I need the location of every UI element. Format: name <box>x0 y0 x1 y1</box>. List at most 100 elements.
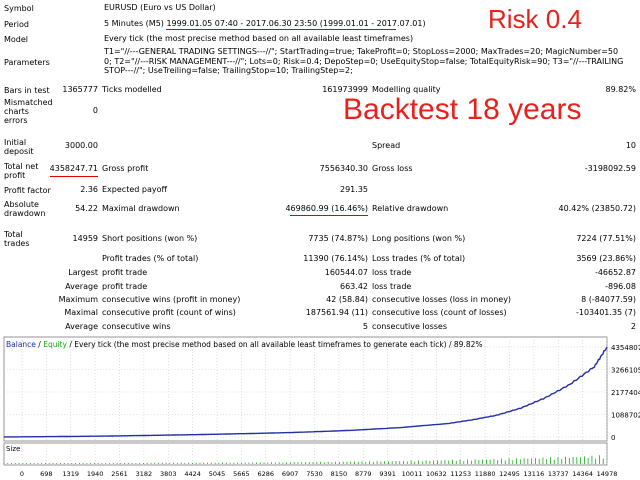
mismatch-value: 0 <box>92 106 98 115</box>
chart-legend: Balance / Equity / Every tick (the most … <box>6 340 483 349</box>
legend-sep: / <box>35 340 44 349</box>
mismatch-label-3: errors <box>4 116 28 125</box>
net-underline <box>50 176 98 177</box>
largest-lt-value: -46652.87 <box>594 268 636 277</box>
mcp-value: 187561.94 (11) <box>305 308 368 317</box>
bars-label: Bars in test <box>4 86 50 95</box>
legend-equity: Equity <box>43 340 67 349</box>
acw-label: consecutive wins <box>102 322 171 331</box>
legend-balance: Balance <box>6 340 36 349</box>
x-tick-label: 10632 <box>426 470 447 478</box>
x-tick-label: 7530 <box>306 470 323 478</box>
pf-value: 2.36 <box>80 185 98 194</box>
ep-value: 291.35 <box>340 185 368 194</box>
average-label: Average <box>65 282 98 291</box>
deposit-label-2: deposit <box>4 147 34 156</box>
average2-label: Average <box>65 322 98 331</box>
maximum-label: Maximum <box>58 295 98 304</box>
x-tick-label: 6907 <box>282 470 299 478</box>
gross-profit-label: Gross profit <box>102 164 149 173</box>
rel-dd-label: Relative drawdown <box>372 204 449 213</box>
symbol-value: EURUSD (Euro vs US Dollar) <box>104 3 216 12</box>
mcw-value: 42 (58.84) <box>326 295 368 304</box>
x-tick-label: 1319 <box>62 470 79 478</box>
abs-dd-value: 54.22 <box>75 204 98 213</box>
rel-dd-value: 40.42% (23850.72) <box>558 204 636 213</box>
symbol-label: Symbol <box>4 4 34 13</box>
balance-line <box>4 346 608 438</box>
mclc-value: -103401.35 (7) <box>575 308 636 317</box>
x-tick-label: 14364 <box>572 470 593 478</box>
ticks-value: 161973999 <box>322 85 368 94</box>
mcp-label: consecutive profit (count of wins) <box>102 308 236 317</box>
plot-area <box>3 336 608 442</box>
x-tick-label: 6286 <box>257 470 274 478</box>
long-value: 7224 (77.51%) <box>576 234 636 243</box>
average-lt-value: -896.08 <box>605 282 636 291</box>
risk-annotation: Risk 0.4 <box>488 4 582 34</box>
x-tick-label: 2561 <box>111 470 128 478</box>
lt-value: 3569 (23.86%) <box>576 254 636 263</box>
y-tick-label: 1088702 <box>611 412 640 420</box>
deposit-value: 3000.00 <box>64 141 98 150</box>
x-tick-label: 9391 <box>379 470 396 478</box>
trades-label-2: trades <box>4 239 30 248</box>
mcw-label: consecutive wins (profit in money) <box>102 295 241 304</box>
max-dd-value: 469860.99 (16.46%) <box>285 204 368 213</box>
max-dd-label: Maximal drawdown <box>102 204 180 213</box>
max-dd-underline <box>290 215 368 216</box>
acl-value: 2 <box>630 322 636 331</box>
average-pt-label: profit trade <box>102 282 148 291</box>
x-tick-label: 698 <box>40 470 52 478</box>
net-label-1: Total net <box>4 162 39 171</box>
x-tick-label: 14978 <box>597 470 618 478</box>
largest-label: Largest <box>68 268 98 277</box>
x-tick-label: 0 <box>20 470 24 478</box>
mclc-label: consecutive loss (count of losses) <box>372 308 507 317</box>
x-tick-label: 1940 <box>87 470 104 478</box>
short-value: 7735 (74.87%) <box>308 234 368 243</box>
y-tick-label: 3266105 <box>611 367 640 375</box>
mcl-value: 8 (-84077.59) <box>581 295 636 304</box>
x-tick-label: 5665 <box>233 470 250 478</box>
y-tick-label: 4354807 <box>611 344 640 352</box>
net-label-2: profit <box>4 171 26 180</box>
x-tick-label: 13116 <box>524 470 545 478</box>
x-tick-label: 8779 <box>355 470 372 478</box>
abs-dd-label-1: Absolute <box>4 200 39 209</box>
backtest-annotation: Backtest 18 years <box>343 93 582 126</box>
y-tick-label: 2177404 <box>611 389 640 397</box>
short-label: Short positions (won %) <box>102 234 198 243</box>
period-value: 5 Minutes (M5) 1999.01.05 07:40 - 2017.0… <box>104 19 426 28</box>
period-label: Period <box>4 20 29 29</box>
pf-label: Profit factor <box>4 186 51 195</box>
x-tick-label: 5045 <box>209 470 226 478</box>
legend-description: / Every tick (the most precise method ba… <box>66 340 483 349</box>
acl-label: consecutive losses <box>372 322 448 331</box>
gross-loss-label: Gross loss <box>372 164 413 173</box>
spread-label: Spread <box>372 141 401 150</box>
average-pt-value: 663.42 <box>340 282 368 291</box>
largest-lt-label: loss trade <box>372 268 412 277</box>
deposit-label-1: Initial <box>4 138 27 147</box>
x-tick-label: 13737 <box>548 470 569 478</box>
x-tick-label: 11880 <box>475 470 496 478</box>
bars-value: 1365777 <box>62 85 98 94</box>
quality-label: Modelling quality <box>372 85 441 94</box>
abs-dd-label-2: drawdown <box>4 209 46 218</box>
balance-chart: 4354807 3266105 2177404 1088702 0 0 698 1319 194… <box>3 336 640 478</box>
net-value: 4358247.71 <box>49 164 98 173</box>
largest-pt-label: profit trade <box>102 268 148 277</box>
mismatch-label-1: Mismatched <box>4 98 53 107</box>
x-tick-label: 12495 <box>499 470 520 478</box>
average-lt-label: loss trade <box>372 282 412 291</box>
params-label: Parameters <box>4 58 50 67</box>
mismatch-label-2: charts <box>4 107 29 116</box>
model-value: Every tick (the most precise method base… <box>104 34 414 43</box>
size-label: Size <box>6 445 20 453</box>
pt-label: Profit trades (% of total) <box>102 254 199 263</box>
ticks-label: Ticks modelled <box>102 85 162 94</box>
quality-value: 89.82% <box>605 85 636 94</box>
period-underline <box>166 29 396 30</box>
lt-label: Loss trades (% of total) <box>372 254 466 263</box>
